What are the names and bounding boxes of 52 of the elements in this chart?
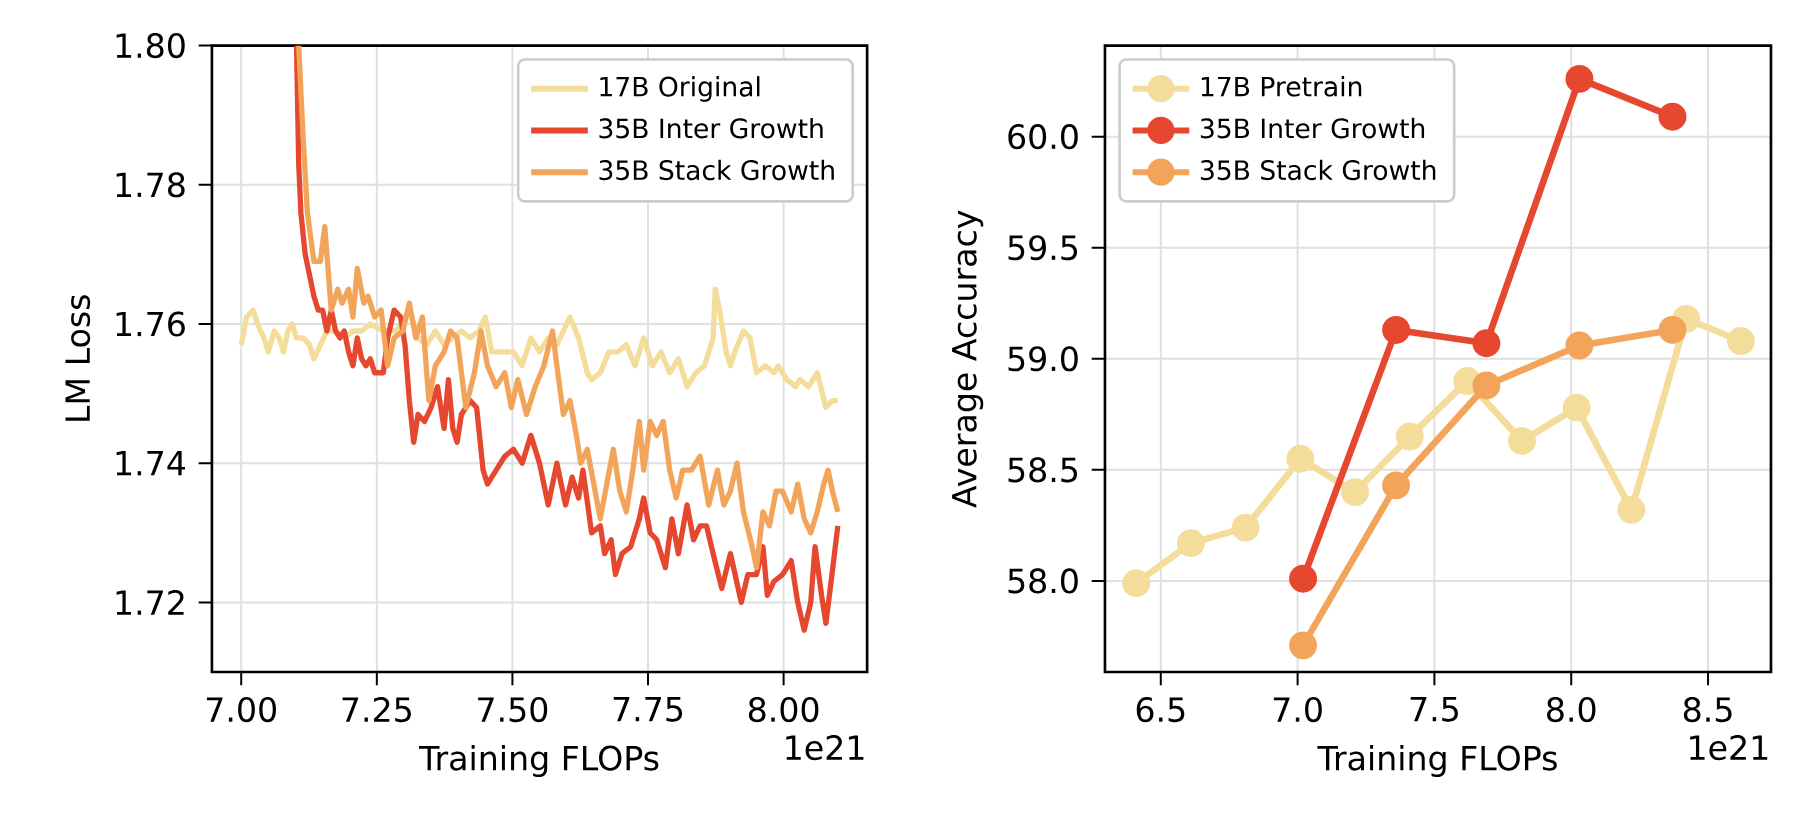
legend-label: 17B Original	[600, 76, 760, 102]
x-tick-label: 7.75	[613, 697, 683, 722]
legend-label: 35B Inter Growth	[1200, 117, 1425, 139]
text: 1e21	[786, 735, 864, 761]
y-axis-title: LM Loss	[65, 295, 91, 421]
point	[1289, 631, 1318, 660]
point	[1658, 316, 1687, 344]
x-axis-title: Training FLOPs	[418, 744, 659, 778]
point	[1122, 569, 1151, 598]
point	[1508, 427, 1536, 455]
x-tick-label: 8.00	[748, 697, 819, 723]
x-tick-label: 6.5	[1136, 697, 1185, 723]
x-tick-label: 8.5	[1683, 697, 1732, 723]
point	[1176, 529, 1205, 558]
y-tick-label: 58.5	[1008, 457, 1078, 483]
y-tick-label: 1.80	[116, 33, 185, 59]
point	[1341, 478, 1369, 507]
point	[1382, 316, 1411, 344]
y-tick-label: 59.0	[1008, 346, 1078, 372]
x-tick-label: 8.0	[1547, 697, 1596, 723]
y-tick-label: 1.72	[116, 590, 184, 615]
x-tick-label: 7.25	[342, 697, 411, 723]
y-tick-label: 1.76	[116, 311, 185, 337]
point	[1395, 422, 1424, 451]
y-tick-label: 58.0	[1008, 568, 1078, 594]
point	[1382, 471, 1411, 500]
x-axis-title: Training FLOPs	[1317, 744, 1557, 778]
point	[1565, 331, 1594, 360]
x-tick-label: 7.0	[1273, 697, 1322, 723]
point	[1565, 65, 1594, 93]
legend-label: 35B Stack Growth	[599, 159, 834, 181]
text: 1e21	[1690, 735, 1768, 761]
point	[1289, 564, 1318, 593]
point	[1472, 329, 1501, 358]
legend-label: 35B Inter Growth	[599, 117, 823, 139]
y-tick-label: 59.5	[1008, 235, 1078, 261]
point	[1286, 444, 1315, 473]
legend-label: 35B Stack Growth	[1200, 159, 1436, 181]
y-tick-label: 1.74	[116, 451, 186, 476]
y-tick-label: 1.78	[116, 172, 185, 198]
y-tick-label: 60.0	[1008, 124, 1078, 150]
point	[1472, 371, 1501, 400]
point	[1658, 102, 1687, 131]
x-tick-label: 7.50	[478, 697, 548, 723]
y-axis-title: Average Accuracy	[952, 210, 984, 508]
point	[1231, 513, 1260, 542]
x-tick-label: 7.5	[1410, 697, 1458, 722]
point	[1726, 327, 1755, 356]
x-tick-label: 7.00	[206, 697, 277, 723]
legend-label: 17B Pretrain	[1201, 76, 1362, 97]
point	[1617, 495, 1646, 524]
point	[1562, 393, 1591, 422]
